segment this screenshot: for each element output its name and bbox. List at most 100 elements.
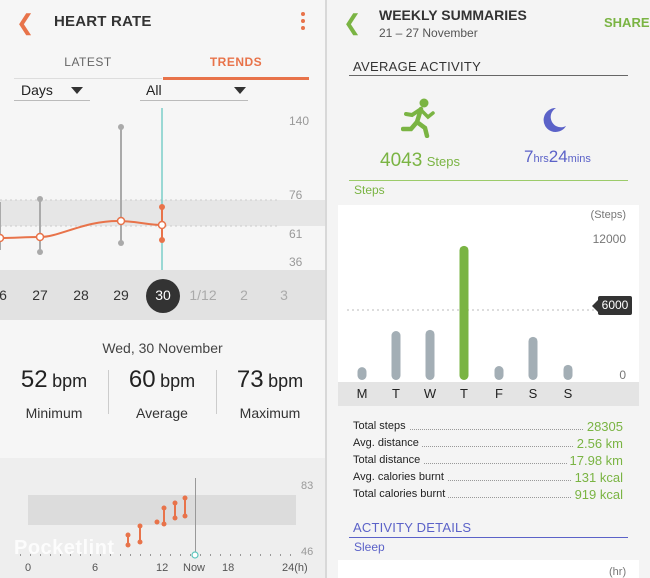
range-dot: [154, 519, 160, 525]
steps-bar[interactable]: [563, 364, 573, 380]
average-point[interactable]: [116, 216, 126, 226]
range-dot: [182, 495, 188, 501]
weekday-label: S: [563, 386, 573, 401]
section-header-average-activity: AVERAGE ACTIVITY: [353, 59, 482, 74]
back-arrow-icon[interactable]: ❮: [16, 10, 35, 35]
moon-icon: [543, 107, 566, 132]
date-range: 21 – 27 November: [379, 26, 478, 40]
range-dot: [172, 500, 178, 506]
normal-range-band: [28, 495, 296, 525]
stat-label-minimum: Minimum: [25, 405, 83, 421]
date-item[interactable]: 1/12: [189, 287, 217, 303]
steps-section-label: Steps: [354, 183, 385, 197]
x-tick-label: 24(h): [282, 562, 308, 574]
stat-divider: [216, 370, 217, 414]
range-max-dot: [159, 204, 165, 210]
sleep-chart-card[interactable]: [338, 560, 639, 578]
app-header: ❮ HEART RATE: [0, 0, 325, 44]
y-tick-label: 83: [301, 480, 314, 492]
weekday-label: M: [356, 386, 368, 401]
now-point: [191, 551, 199, 559]
y-tick-label: 36: [289, 255, 303, 269]
steps-chart-card[interactable]: [338, 205, 639, 405]
date-item-selected[interactable]: 30: [155, 287, 171, 303]
section-rule: [349, 75, 628, 76]
date-item[interactable]: 3: [280, 287, 288, 303]
section-rule: [349, 537, 628, 538]
average-sleep-value: 7hrs24mins: [524, 147, 591, 166]
tab-trends[interactable]: TRENDS: [209, 55, 263, 69]
y-tick-label: 61: [289, 227, 303, 241]
range-dot: [125, 532, 131, 538]
range-min-dot: [37, 249, 43, 255]
dropdown-underline: [140, 100, 248, 101]
steps-bar[interactable]: [391, 331, 401, 380]
x-tick-label: 0: [25, 562, 32, 574]
stat-value-minimum: 52 bpm: [20, 366, 88, 393]
steps-section-rule: [349, 180, 628, 181]
date-item[interactable]: 27: [32, 287, 48, 303]
range-dot: [161, 505, 167, 511]
stat-value-maximum: 73 bpm: [236, 366, 304, 393]
y-tick-label: 46: [301, 546, 314, 558]
kebab-menu-icon[interactable]: [300, 12, 306, 32]
range-dot: [172, 515, 178, 521]
dropdown-caret-icon[interactable]: [71, 87, 83, 94]
date-item[interactable]: 6: [0, 287, 7, 303]
x-tick-label: 18: [222, 562, 235, 574]
y-tick-label: 12000: [592, 232, 626, 246]
back-arrow-icon[interactable]: ❮: [343, 10, 362, 35]
section-header-activity-details: ACTIVITY DETAILS: [353, 520, 472, 535]
x-tick-label: 12: [156, 562, 169, 574]
share-button[interactable]: SHARE: [604, 15, 650, 30]
steps-bar[interactable]: [528, 336, 538, 380]
dropdown-underline: [14, 100, 90, 101]
x-tick-label: 6: [92, 562, 99, 574]
steps-bar[interactable]: [494, 366, 504, 380]
tab-active-indicator: [163, 77, 309, 80]
steps-bar[interactable]: [459, 245, 469, 380]
weekly-summaries-panel: ❮ WEEKLY SUMMARIES 21 – 27 November SHAR…: [327, 0, 650, 578]
total-row: Total calories burnt 919 kcal: [353, 487, 623, 502]
tab-latest[interactable]: LATEST: [64, 55, 112, 69]
range-dot: [161, 521, 167, 527]
period-dropdown[interactable]: Days: [21, 82, 53, 98]
y-tick-label: 0: [619, 368, 626, 382]
total-row: Avg. calories burnt 131 kcal: [353, 470, 623, 485]
date-item[interactable]: 29: [113, 287, 129, 303]
average-point[interactable]: [35, 232, 45, 242]
type-dropdown[interactable]: All: [146, 82, 162, 98]
weekday-label: T: [460, 386, 468, 401]
date-item[interactable]: 2: [240, 287, 248, 303]
steps-bar-chart: [347, 245, 597, 380]
dropdown-caret-icon[interactable]: [234, 87, 246, 94]
selected-date-circle: [146, 279, 180, 313]
range-dot: [137, 539, 143, 545]
average-point[interactable]: [157, 220, 167, 230]
now-marker-line: [195, 478, 196, 556]
range-dot: [182, 513, 188, 519]
heart-rate-trend-chart[interactable]: [0, 104, 325, 270]
y-tick-label: 140: [289, 114, 310, 128]
chart-unit-label: (hr): [609, 566, 627, 578]
weekday-label: S: [528, 386, 538, 401]
stat-label-maximum: Maximum: [239, 405, 301, 421]
range-dot: [137, 523, 143, 529]
x-tick-label: Now: [183, 562, 206, 574]
page-title: WEEKLY SUMMARIES: [379, 7, 527, 23]
total-row: Total distance 17.98 km: [353, 453, 623, 468]
steps-bar[interactable]: [357, 367, 367, 380]
average-steps-value: 4043 Steps: [380, 150, 460, 171]
steps-bar[interactable]: [425, 329, 435, 380]
weekday-label: F: [495, 386, 503, 401]
average-point[interactable]: [0, 233, 5, 243]
average-trend-line: [0, 219, 163, 239]
sleep-section-label: Sleep: [354, 540, 385, 554]
stat-label-average: Average: [136, 405, 188, 421]
page-title: HEART RATE: [54, 13, 152, 30]
date-item[interactable]: 28: [73, 287, 89, 303]
stat-divider: [108, 370, 109, 414]
selected-date-label: Wed, 30 November: [102, 340, 223, 356]
intraday-chart: [20, 495, 300, 559]
total-row: Avg. distance 2.56 km: [353, 436, 623, 451]
